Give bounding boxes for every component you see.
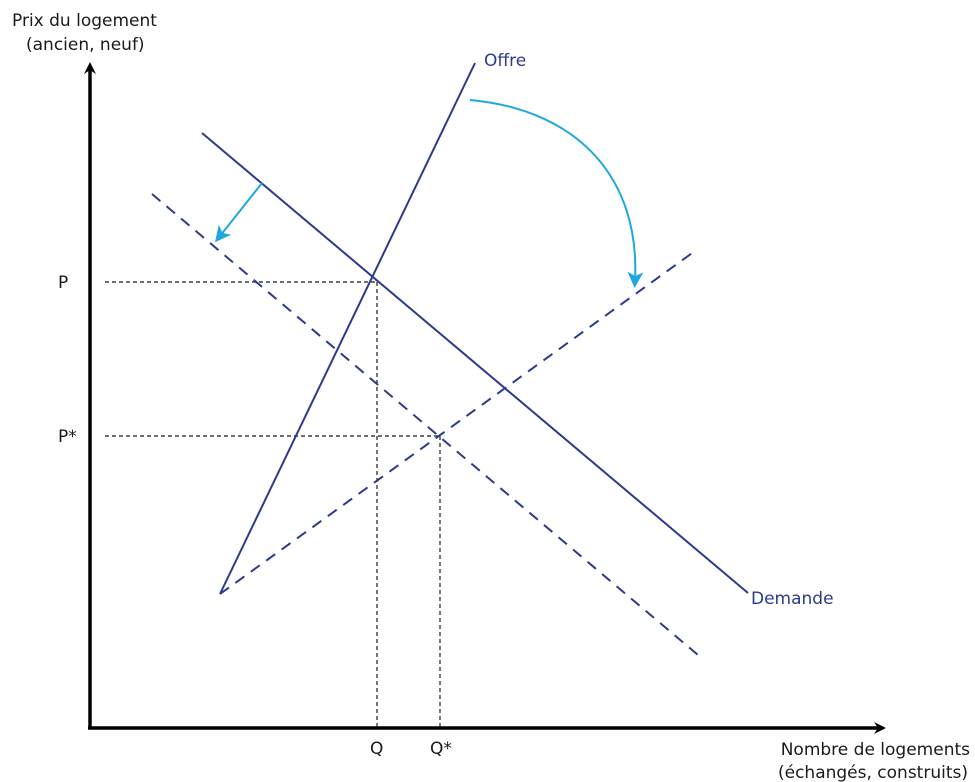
y-axis-label-line1: Prix du logement [12, 11, 157, 31]
supply-curve-shifted [219, 250, 696, 595]
quantity-new-label: Q* [430, 739, 452, 759]
x-axis-label-line1: Nombre de logements [781, 740, 970, 760]
quantity-initial-label: Q [370, 739, 383, 759]
x-axis-label-line2: (échangés, construits) [778, 763, 968, 782]
demand-label: Demande [751, 589, 834, 609]
supply-curve [219, 62, 476, 595]
supply-label: Offre [484, 51, 526, 71]
demand-curve [201, 132, 749, 594]
price-new-label: P* [58, 427, 77, 447]
demand-curve-shifted [151, 193, 699, 656]
price-initial-label: P [58, 273, 68, 293]
demand-shift-arrow [215, 182, 263, 243]
supply-rotation-arrow [469, 99, 644, 288]
y-axis-label-line2: (ancien, neuf) [26, 35, 145, 55]
